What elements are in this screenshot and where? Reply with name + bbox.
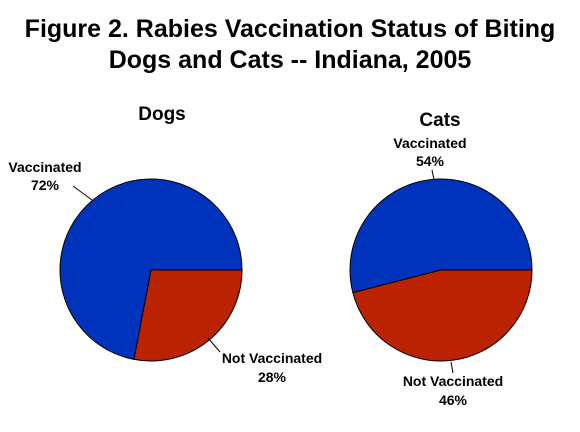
dogs-not-vaccinated-percent: 28%	[258, 369, 287, 385]
cats-not-vaccinated-slice	[352, 269, 533, 362]
figure-title: Figure 2. Rabies Vaccination Status of B…	[0, 14, 580, 76]
cats-vaccinated-percent: 54%	[416, 153, 445, 169]
dogs-vaccinated-label: Vaccinated	[8, 159, 81, 175]
dogs-not-vaccinated-leader	[207, 337, 221, 353]
figure-title-line-1: Figure 2. Rabies Vaccination Status of B…	[24, 15, 556, 43]
cats-vaccinated-label: Vaccinated	[393, 135, 466, 151]
dogs-not-vaccinated-label: Not Vaccinated	[222, 350, 322, 366]
cats-not-vaccinated-label: Not Vaccinated	[403, 373, 503, 389]
cats-pie-chart: Cats Vaccinated 54% Not Vaccinated 46%	[349, 110, 533, 408]
dogs-vaccinated-leader	[72, 185, 93, 201]
dogs-vaccinated-slice	[59, 178, 243, 360]
cats-not-vaccinated-leader	[450, 361, 454, 374]
dogs-vaccinated-percent: 72%	[31, 177, 60, 193]
cats-vaccinated-leader	[431, 169, 435, 181]
dogs-pie-title: Dogs	[138, 104, 186, 125]
cats-pie-title: Cats	[419, 110, 460, 131]
figure-title-line-2: Dogs and Cats -- Indiana, 2005	[108, 46, 472, 74]
dogs-not-vaccinated-slice	[133, 269, 243, 362]
dogs-pie-chart: Dogs Vaccinated 72% Not Vaccinated 28%	[8, 104, 322, 385]
cats-not-vaccinated-percent: 46%	[439, 392, 468, 408]
cats-vaccinated-slice	[349, 178, 533, 294]
